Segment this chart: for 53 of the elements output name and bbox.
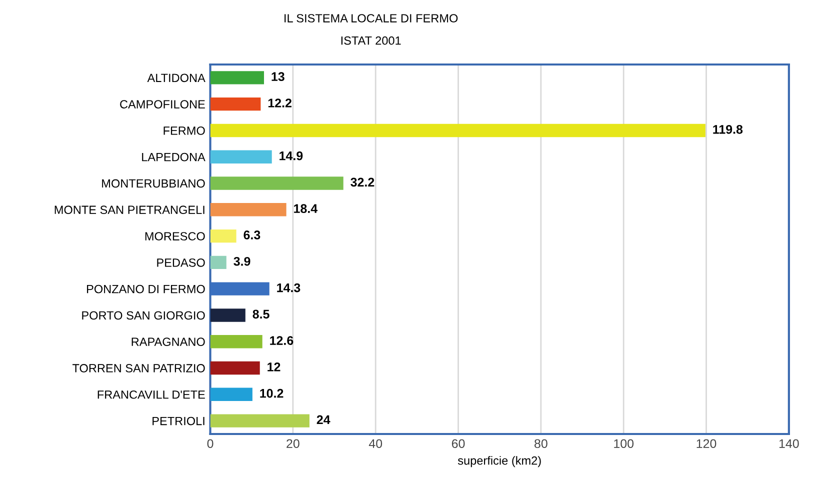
- bar: [210, 414, 310, 428]
- x-tick-label: 140: [779, 439, 799, 448]
- data-label: 14.3: [277, 283, 300, 292]
- x-tick-label: 60: [452, 439, 465, 448]
- data-label: 32.2: [350, 178, 374, 187]
- x-tick-label: 80: [534, 439, 548, 448]
- x-tick-label: 20: [286, 439, 300, 448]
- y-tick-label: PETRIOLI: [152, 416, 204, 426]
- data-label: 12.6: [270, 336, 294, 345]
- y-tick-label: FRANCAVILL D'ETE: [98, 390, 205, 399]
- x-tick-label: 40: [368, 439, 382, 448]
- data-label: 13: [272, 72, 284, 82]
- data-label: 10.2: [260, 388, 284, 398]
- data-label: 12.2: [268, 98, 292, 108]
- y-tick-label: TORREN SAN PATRIZIO: [72, 364, 205, 372]
- x-axis-title: superficie (km2): [458, 456, 541, 468]
- bar: [210, 203, 286, 216]
- y-tick-label: MONTERUBBIANO: [102, 179, 205, 188]
- data-label: 119.8: [713, 124, 743, 134]
- x-tick-label: 120: [696, 439, 716, 448]
- data-label: 8.5: [252, 310, 270, 319]
- chart-title: IL SISTEMA LOCALE DI FERMO: [284, 14, 458, 22]
- y-tick-label: PONZANO DI FERMO: [87, 284, 205, 294]
- y-tick-label: FERMO: [164, 126, 205, 135]
- y-tick-label: PEDASO: [157, 258, 205, 267]
- y-tick-label: LAPEDONA: [142, 152, 206, 162]
- x-tick-label: 0: [207, 439, 214, 448]
- bar: [210, 361, 260, 375]
- chart-subtitle: ISTAT 2001: [341, 36, 401, 45]
- bar: [210, 282, 270, 296]
- bar: [210, 388, 252, 402]
- bar: [210, 71, 264, 84]
- bar: [210, 335, 262, 348]
- bar: [210, 229, 236, 243]
- bar: [210, 308, 246, 322]
- data-label: 24: [316, 415, 330, 424]
- bar: [210, 150, 272, 164]
- data-label: 12: [268, 362, 280, 372]
- data-label: 14.9: [280, 151, 303, 160]
- y-tick-label: ALTIDONA: [147, 74, 206, 82]
- y-tick-label: CAMPOFILONE: [120, 100, 205, 108]
- data-label: 18.4: [294, 204, 318, 214]
- bar: [210, 256, 226, 270]
- bar: [210, 97, 261, 111]
- data-label: 3.9: [234, 256, 250, 266]
- y-tick-label: PORTO SAN GIORGIO: [82, 311, 205, 320]
- y-tick-label: MORESCO: [145, 232, 205, 240]
- data-label: 6.3: [244, 230, 260, 240]
- x-tick-label: 100: [614, 439, 634, 448]
- y-tick-label: RAPAGNANO: [132, 338, 205, 346]
- y-tick-label: MONTE SAN PIETRANGELI: [54, 206, 204, 214]
- bar: [210, 176, 344, 190]
- bar: [210, 124, 706, 138]
